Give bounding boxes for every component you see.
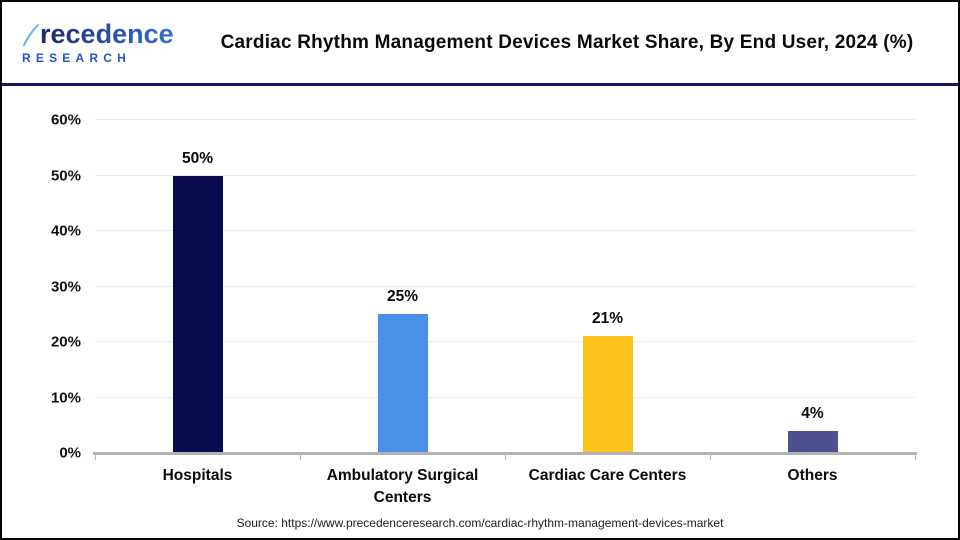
bar-column-ambulatory-surgical-centers: 25% bbox=[300, 120, 505, 453]
bars: 50% 25% 21% 4% bbox=[95, 120, 915, 453]
gridline-30 bbox=[95, 285, 915, 287]
value-label-cardiac-care-centers: 21% bbox=[591, 310, 624, 328]
x-axis-tick bbox=[300, 454, 301, 460]
y-tick-label-40: 40% bbox=[50, 222, 81, 240]
logo-initial-letter: P bbox=[22, 18, 41, 49]
y-tick-label-10: 10% bbox=[50, 389, 81, 406]
category-label-hospitals: Hospitals bbox=[162, 467, 233, 484]
x-axis-tick bbox=[505, 454, 506, 460]
gridline-40 bbox=[95, 230, 915, 231]
bar-hospitals bbox=[172, 175, 223, 453]
gridline-10 bbox=[95, 396, 915, 398]
logo-wordmark: P recedence bbox=[22, 21, 180, 48]
precedence-logo: P recedence RESEARCH bbox=[2, 21, 180, 65]
gridline-20 bbox=[95, 341, 915, 342]
logo-wordmark-rest: recedence bbox=[40, 18, 174, 49]
source-text: Source: https://www.precedenceresearch.c… bbox=[236, 516, 724, 530]
y-tick-label-60: 60% bbox=[50, 111, 81, 129]
bar-others bbox=[787, 430, 838, 453]
x-axis-tick bbox=[710, 454, 711, 460]
logo-initial: P bbox=[22, 21, 40, 48]
y-tick-label-20: 20% bbox=[50, 333, 81, 351]
category-label-ambulatory-surgical-centers: Ambulatory Surgical Centers bbox=[326, 467, 479, 506]
logo-subtitle: RESEARCH bbox=[22, 50, 131, 65]
y-tick-label-30: 30% bbox=[50, 278, 81, 295]
x-axis-tick bbox=[95, 454, 96, 460]
y-tick-label-50: 50% bbox=[50, 167, 81, 184]
value-label-ambulatory-surgical-centers: 25% bbox=[386, 288, 419, 306]
header: P recedence RESEARCH Cardiac Rhythm Mana… bbox=[2, 2, 958, 86]
y-tick-label-0: 0% bbox=[59, 444, 81, 462]
category-label-others: Others bbox=[787, 467, 838, 484]
bar-chart: 0% 10% 20% 30% 40% 50% 60% 50% 25% 21% 4% Hospita… bbox=[2, 86, 958, 537]
category-label-cardiac-care-centers: Cardiac Care Centers bbox=[528, 467, 687, 484]
gridline-60 bbox=[95, 119, 915, 120]
bar-cardiac-care-centers bbox=[582, 336, 633, 453]
gridline-50 bbox=[95, 174, 915, 176]
value-label-others: 4% bbox=[801, 404, 824, 422]
bar-ambulatory-surgical-centers bbox=[377, 314, 428, 453]
x-axis-labels: Hospitals Ambulatory Surgical Centers Card… bbox=[95, 465, 915, 508]
bar-column-cardiac-care-centers: 21% bbox=[505, 120, 710, 453]
x-axis-tick bbox=[915, 454, 916, 460]
bar-column-hospitals: 50% bbox=[95, 120, 300, 453]
bar-column-others: 4% bbox=[710, 120, 915, 453]
x-axis-line bbox=[93, 452, 917, 455]
chart-title: Cardiac Rhythm Management Devices Market… bbox=[220, 31, 914, 53]
plot-area: 0% 10% 20% 30% 40% 50% 60% 50% 25% 21% 4% Hospita… bbox=[51, 112, 917, 506]
value-label-hospitals: 50% bbox=[181, 149, 214, 167]
